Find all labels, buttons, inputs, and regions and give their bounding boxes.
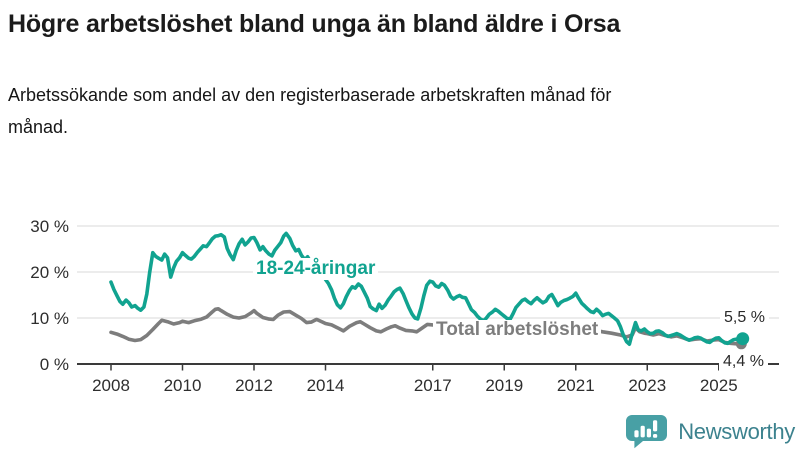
y-tick-label: 30 % xyxy=(30,217,69,236)
end-dot-young xyxy=(736,332,750,346)
x-tick-label: 2008 xyxy=(92,376,130,395)
logo-bar-chart-glyph xyxy=(634,420,658,438)
x-tick-label: 2012 xyxy=(235,376,273,395)
x-tick-label: 2025 xyxy=(700,376,738,395)
newsworthy-logo-text: Newsworthy xyxy=(678,419,795,444)
page-title: Högre arbetslöshet bland unga än bland ä… xyxy=(8,10,621,38)
newsworthy-logo[interactable]: Newsworthy xyxy=(624,413,795,451)
series-line-young xyxy=(109,231,745,347)
y-tick-label: 0 % xyxy=(40,355,69,374)
end-value-young: 5,5 % xyxy=(720,308,769,328)
x-tick-label: 2021 xyxy=(557,376,595,395)
newsworthy-logo-icon xyxy=(626,415,668,449)
x-tick-label: 2010 xyxy=(164,376,202,395)
x-tick-label: 2017 xyxy=(414,376,452,395)
x-tick-label: 2019 xyxy=(485,376,523,395)
chart-subtitle: Arbetssökande som andel av den registerb… xyxy=(8,85,612,137)
y-tick-label: 10 % xyxy=(30,309,69,328)
y-tick-label: 20 % xyxy=(30,263,69,282)
end-dot-total xyxy=(735,338,747,350)
chart-header: Högre arbetslöshet bland unga än bland ä… xyxy=(0,6,800,143)
series-label-total: Total arbetslöshet xyxy=(433,320,602,340)
series-line-total xyxy=(109,306,744,346)
end-value-total: 4,4 % xyxy=(719,352,768,372)
x-tick-label: 2023 xyxy=(628,376,666,395)
series-label-young: 18-24-åringar xyxy=(253,258,379,280)
x-tick-label: 2014 xyxy=(307,376,345,395)
